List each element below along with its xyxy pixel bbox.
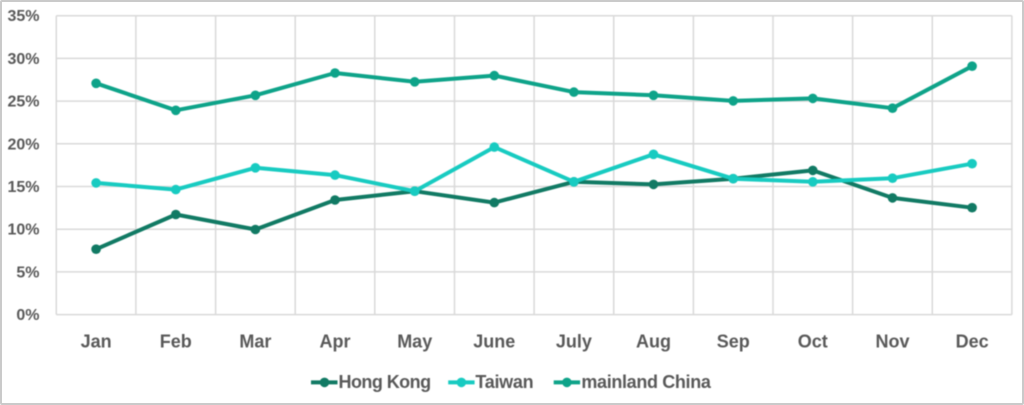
svg-text:30%: 30% bbox=[7, 51, 39, 68]
svg-text:Jan: Jan bbox=[81, 331, 112, 351]
svg-text:Feb: Feb bbox=[160, 331, 192, 351]
svg-text:Hong Kong: Hong Kong bbox=[339, 372, 431, 392]
svg-text:May: May bbox=[397, 331, 432, 351]
svg-text:June: June bbox=[473, 331, 515, 351]
svg-text:Dec: Dec bbox=[956, 331, 989, 351]
svg-text:Mar: Mar bbox=[239, 331, 271, 351]
svg-text:Aug: Aug bbox=[636, 331, 671, 351]
svg-text:Taiwan: Taiwan bbox=[475, 372, 533, 392]
svg-text:Sep: Sep bbox=[717, 331, 750, 351]
svg-text:35%: 35% bbox=[7, 8, 39, 25]
svg-text:10%: 10% bbox=[7, 222, 39, 239]
svg-text:mainland China: mainland China bbox=[581, 372, 711, 392]
svg-text:15%: 15% bbox=[7, 179, 39, 196]
svg-text:5%: 5% bbox=[16, 264, 39, 281]
svg-text:July: July bbox=[556, 331, 592, 351]
svg-text:Nov: Nov bbox=[875, 331, 909, 351]
svg-text:25%: 25% bbox=[7, 94, 39, 111]
svg-text:Oct: Oct bbox=[798, 331, 828, 351]
svg-text:20%: 20% bbox=[7, 136, 39, 153]
svg-text:Apr: Apr bbox=[320, 331, 351, 351]
svg-text:0%: 0% bbox=[16, 307, 39, 324]
